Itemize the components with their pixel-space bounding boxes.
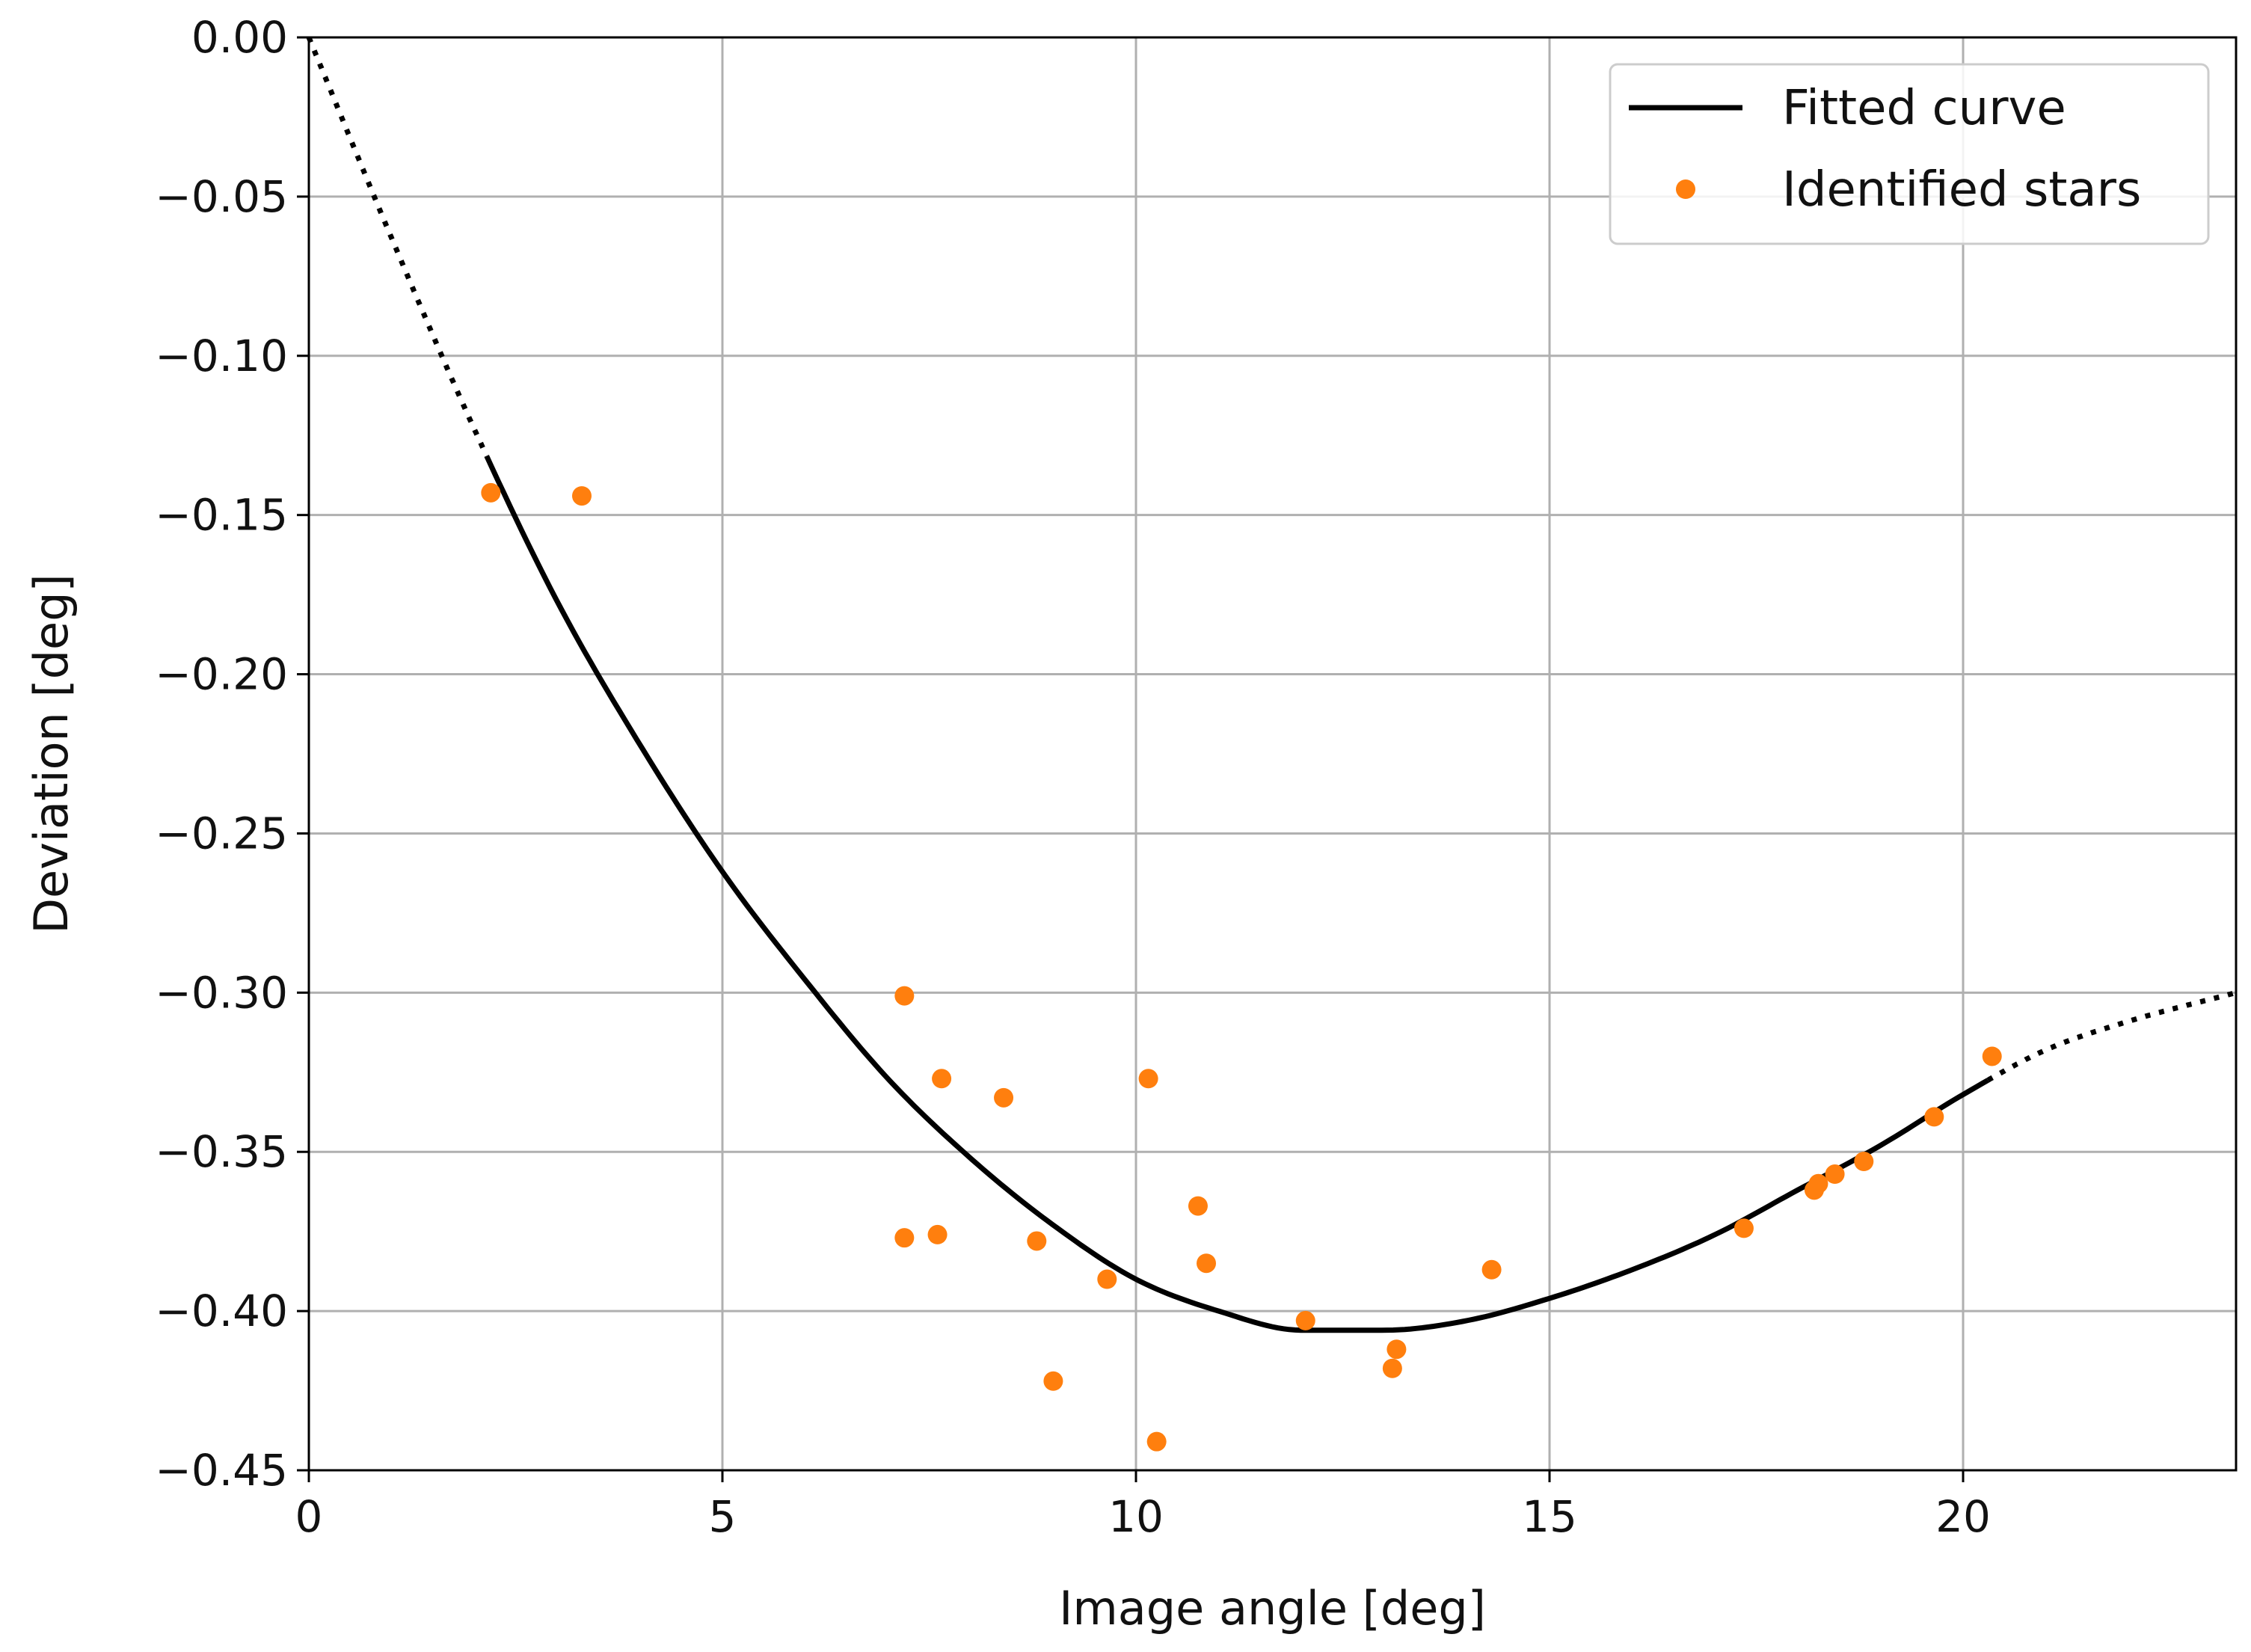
identified-stars-layer <box>481 482 2002 1452</box>
legend-box <box>1609 63 2210 245</box>
star-point <box>1197 1253 1217 1274</box>
axis-ticks: 0 5 10 15 20 0.00 −0.05 −0.10 −0.15 −0.20 −0.25 −0.… <box>155 12 1991 1542</box>
x-axis-label: Image angle [deg] <box>1059 1581 1486 1636</box>
star-point <box>1808 1173 1828 1194</box>
x-tick-label-10: 10 <box>1108 1491 1164 1542</box>
star-point <box>1854 1151 1874 1171</box>
star-point <box>481 482 501 503</box>
star-point <box>1733 1218 1754 1238</box>
star-point <box>1982 1046 2002 1066</box>
star-point <box>1924 1107 1944 1127</box>
star-point <box>994 1087 1014 1108</box>
x-tick-label-15: 15 <box>1522 1491 1577 1542</box>
y-tick-label-9: −0.45 <box>155 1445 288 1496</box>
y-tick-label-3: −0.15 <box>155 490 288 541</box>
y-tick-label-6: −0.30 <box>155 967 288 1018</box>
star-point <box>894 1228 915 1248</box>
y-tick-label-5: −0.25 <box>155 808 288 859</box>
y-tick-label-8: −0.40 <box>155 1286 288 1336</box>
star-point <box>1825 1164 1845 1185</box>
star-point <box>1146 1431 1167 1452</box>
star-point <box>1382 1358 1402 1378</box>
star-point <box>1481 1259 1502 1280</box>
y-tick-label-7: −0.35 <box>155 1126 288 1177</box>
y-tick-label-0: 0.00 <box>191 12 288 63</box>
star-point <box>1043 1371 1063 1391</box>
plot-area-frame <box>307 36 2238 1472</box>
star-point <box>894 986 915 1006</box>
y-axis-label: Deviation [deg] <box>24 574 79 934</box>
star-point <box>1027 1231 1047 1251</box>
fitted-curve-extrapolation-right <box>1986 989 2238 1083</box>
x-tick-label-20: 20 <box>1935 1491 1991 1542</box>
star-point <box>1138 1069 1158 1089</box>
legend: Fitted curve Identified stars <box>1609 63 2210 245</box>
star-point <box>571 486 592 506</box>
star-point <box>1386 1339 1407 1360</box>
x-tick-label-5: 5 <box>709 1491 737 1542</box>
y-tick-label-4: −0.20 <box>155 649 288 700</box>
legend-label-identified-stars: Identified stars <box>1782 162 2141 218</box>
x-tick-label-0: 0 <box>295 1491 323 1542</box>
y-tick-label-1: −0.05 <box>155 171 288 222</box>
star-point <box>1097 1269 1117 1289</box>
star-point <box>1188 1196 1208 1216</box>
star-point <box>1295 1310 1315 1330</box>
star-point <box>927 1224 948 1244</box>
star-point <box>932 1069 952 1089</box>
y-tick-label-2: −0.10 <box>155 331 288 381</box>
legend-dot-swatch <box>1676 179 1695 199</box>
legend-label-fitted-curve: Fitted curve <box>1782 81 2066 136</box>
